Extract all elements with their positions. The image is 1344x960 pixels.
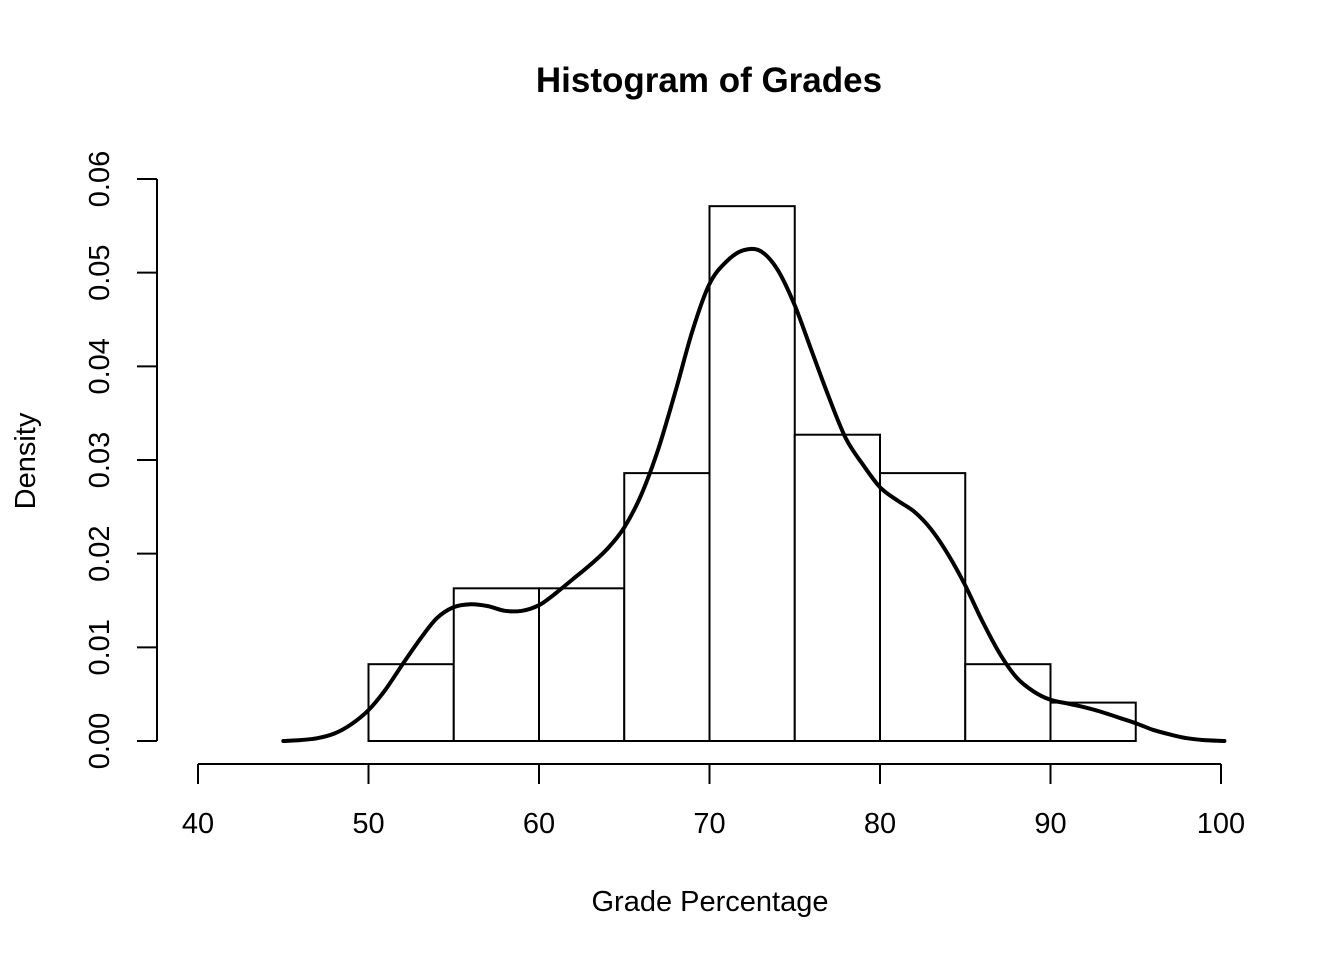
x-tick-label-80: 80: [864, 808, 896, 840]
x-axis-label: Grade Percentage: [592, 886, 829, 918]
x-tick-label-40: 40: [182, 808, 214, 840]
x-tick-label-50: 50: [352, 808, 384, 840]
y-tick-label-0.01: 0.01: [84, 619, 116, 675]
density-curve: [281, 246, 1227, 743]
y-tick-label-0.03: 0.03: [84, 432, 116, 488]
chart-title: Histogram of Grades: [536, 61, 882, 100]
histogram-bar-80-85: [879, 472, 967, 742]
x-tick-label-100: 100: [1197, 808, 1245, 840]
histogram-bar-70-75: [708, 205, 796, 742]
y-axis: 0.00 0.01 0.02 0.03 0.04 0.05 0.06: [84, 151, 158, 769]
y-tick-label-0.02: 0.02: [84, 525, 116, 581]
x-tick-label-60: 60: [523, 808, 555, 840]
y-axis-label: Density: [10, 412, 42, 509]
histogram-bar-55-60: [452, 587, 540, 743]
histogram-bar-50-55: [367, 663, 455, 742]
y-tick-label-0.06: 0.06: [84, 151, 116, 207]
histogram-bar-75-80: [793, 433, 881, 742]
x-tick-label-70: 70: [693, 808, 725, 840]
y-tick-label-0.05: 0.05: [84, 244, 116, 300]
x-axis: 40 50 60 70 80 90 100: [182, 763, 1245, 840]
y-tick-label-0.00: 0.00: [84, 713, 116, 769]
histogram-bar-85-90: [964, 663, 1052, 742]
x-tick-label-90: 90: [1034, 808, 1066, 840]
histogram-bar-60-65: [538, 587, 626, 743]
y-tick-label-0.04: 0.04: [84, 338, 116, 394]
histogram-bar-65-70: [623, 472, 711, 742]
histogram-bars: [367, 205, 1137, 743]
